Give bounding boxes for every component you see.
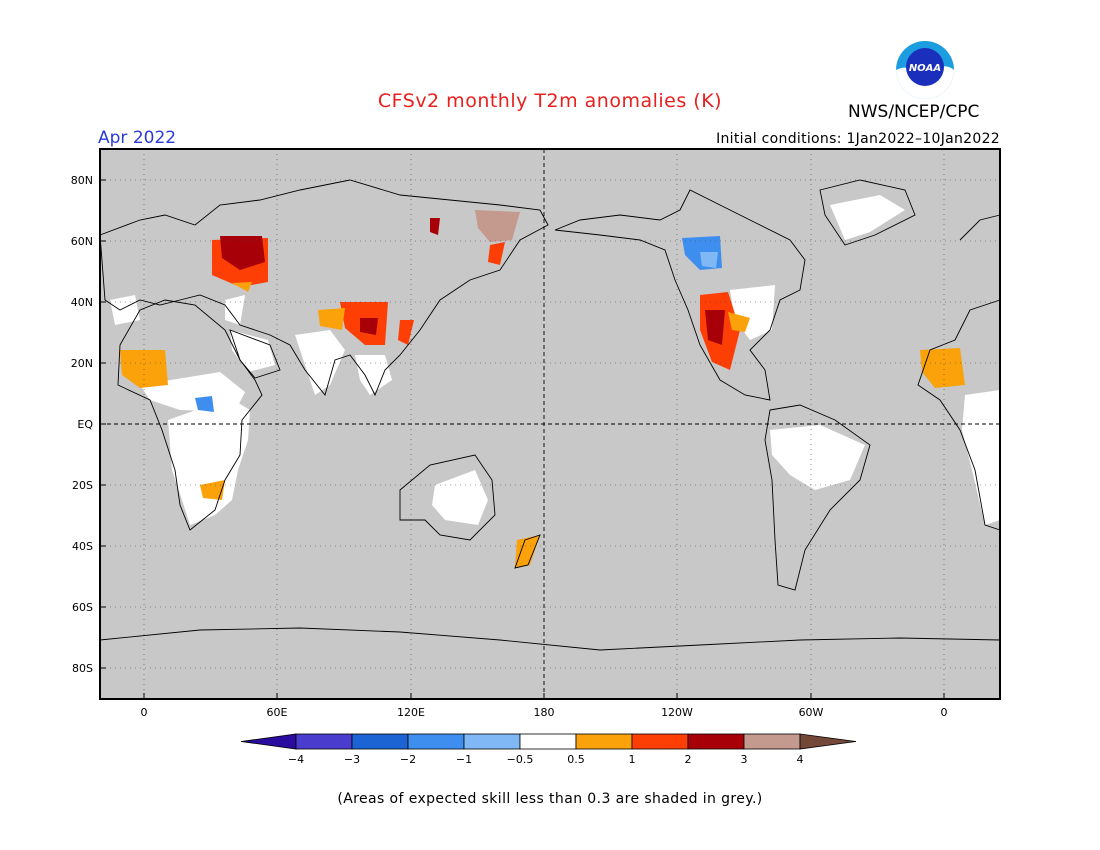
colorbar-tick: −2 [400, 753, 416, 766]
colorbar-tick: 2 [685, 753, 692, 766]
lat-label: 20S [72, 479, 93, 492]
lon-label: 60E [267, 706, 288, 719]
noaa-logo-icon: NOAA [896, 41, 954, 99]
logo-text: NOAA [909, 63, 941, 74]
colorbar-tick: 4 [797, 753, 804, 766]
colorbar-tick: −3 [344, 753, 360, 766]
lon-label: 0 [941, 706, 948, 719]
lon-label: 120W [661, 706, 693, 719]
colorbar-segment [631, 733, 689, 750]
colorbar-segment [799, 733, 857, 750]
latitude-labels: 80N 60N 40N 20N EQ 20S 40S 60S 80S [71, 174, 106, 675]
agency-label: NWS/NCEP/CPC [848, 102, 980, 122]
lat-label: 40N [71, 296, 93, 309]
lat-label: 80N [71, 174, 93, 187]
footnote: (Areas of expected skill less than 0.3 a… [337, 791, 763, 807]
longitude-labels: 0 60E 120E 180 120W 60W 0 [141, 693, 948, 719]
colorbar-segment [743, 733, 801, 750]
colorbar-segment [463, 733, 521, 750]
initial-conditions: Initial conditions: 1Jan2022–10Jan2022 [716, 131, 1000, 147]
lat-label: 60S [72, 601, 93, 614]
colorbar-segment [240, 733, 297, 750]
colorbar-segment [351, 733, 409, 750]
lat-label: EQ [77, 418, 93, 431]
lat-label: 80S [72, 662, 93, 675]
colorbar-segment [407, 733, 465, 750]
colorbar-segment [575, 733, 633, 750]
colorbar-segment [295, 733, 353, 750]
lon-label: 0 [141, 706, 148, 719]
colorbar: −4 −3 −2 −1 −0.5 0.5 1 2 3 4 [240, 733, 857, 766]
colorbar-tick: −1 [456, 753, 472, 766]
anomaly-patches [120, 210, 965, 568]
colorbar-tick: −0.5 [507, 753, 534, 766]
colorbar-tick: 1 [629, 753, 636, 766]
lat-label: 20N [71, 357, 93, 370]
colorbar-tick: 3 [741, 753, 748, 766]
colorbar-tick: −4 [288, 753, 304, 766]
forecast-month: Apr 2022 [98, 128, 177, 148]
lon-label: 180 [534, 706, 555, 719]
colorbar-segment [687, 733, 745, 750]
map-title: CFSv2 monthly T2m anomalies (K) [377, 90, 723, 112]
coastlines [99, 179, 1001, 651]
lon-label: 60W [799, 706, 824, 719]
lat-label: 40S [72, 540, 93, 553]
colorbar-tick: 0.5 [567, 753, 585, 766]
lat-label: 60N [71, 235, 93, 248]
colorbar-segment [519, 733, 577, 750]
lon-label: 120E [397, 706, 425, 719]
